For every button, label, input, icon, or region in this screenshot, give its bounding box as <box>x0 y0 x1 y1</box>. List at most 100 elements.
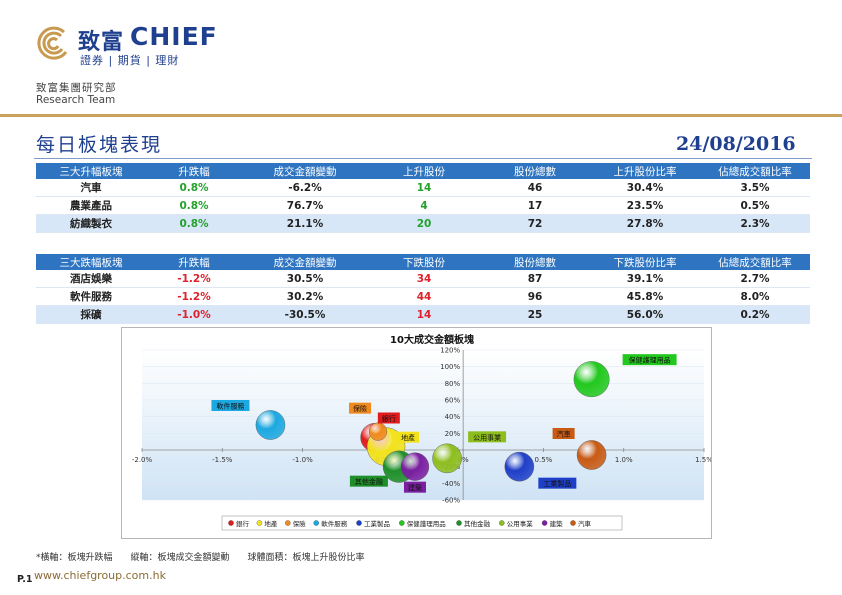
bubble-label-box <box>622 354 677 366</box>
bubble-汽車 <box>576 440 607 470</box>
bubble-保健護理用品 <box>573 361 610 398</box>
legend-marker <box>499 520 505 526</box>
bubble-工業製品 <box>504 451 535 482</box>
y-tick-label: -60% <box>442 497 460 505</box>
legend-item: 銀行 <box>236 519 250 528</box>
header-divider <box>0 114 842 117</box>
legend-item: 汽車 <box>578 519 592 528</box>
rising-ratio: 30.4% <box>590 179 700 197</box>
chart-bubbles <box>255 361 610 483</box>
falling-ratio: 45.8% <box>590 287 700 306</box>
column-header: 上升股份 <box>368 163 480 179</box>
turnover-share: 2.3% <box>700 214 810 233</box>
bubble-label: 其他金融 <box>355 477 383 486</box>
column-header: 三大升幅板塊 <box>36 163 146 179</box>
turnover-share: 8.0% <box>700 287 810 306</box>
sector-name: 農業產品 <box>36 196 146 215</box>
total-count: 72 <box>480 214 590 233</box>
bubble-label-box <box>377 412 400 424</box>
column-header: 上升股份比率 <box>590 163 700 179</box>
department-name-en: Research Team <box>36 94 116 106</box>
bubble-label: 軟件服務 <box>216 402 244 411</box>
x-tick-label: 1.5% <box>695 456 711 464</box>
legend-item: 建築 <box>550 519 564 528</box>
legend-item: 公用事業 <box>507 519 534 528</box>
turnover-change: 30.5% <box>242 270 368 288</box>
column-header: 股份總數 <box>480 254 590 270</box>
bubble-label-box <box>349 475 388 487</box>
y-tick-label: 120% <box>440 347 460 355</box>
legend-marker <box>285 520 291 526</box>
change-pct: 0.8% <box>146 214 242 233</box>
page-title: 每日板塊表現 <box>36 134 163 156</box>
legend-item: 保險 <box>293 519 307 528</box>
bubble-保險 <box>368 422 388 441</box>
bubble-label: 銀行 <box>382 414 396 423</box>
page-number: P.1 <box>17 574 33 585</box>
bubble-label: 地產 <box>401 433 415 442</box>
top-gainers-table: 三大升幅板塊 升跌幅 成交金額變動 上升股份 股份總數 上升股份比率 佔總成交額… <box>36 163 810 233</box>
falling-ratio: 39.1% <box>590 270 700 288</box>
legend-marker <box>399 520 405 526</box>
total-count: 25 <box>480 305 590 324</box>
bubble-label: 建築 <box>408 483 422 492</box>
chart-legend: 銀行 地產 保險 軟件服務 工業製品 保健護理用品 其他金融 公用事業 建築 汽車 <box>221 515 623 531</box>
falling-ratio: 56.0% <box>590 305 700 324</box>
table-header-row: 三大跌幅板塊 升跌幅 成交金額變動 下跌股份 股份總數 下跌股份比率 佔總成交額… <box>36 254 810 270</box>
rising-count: 20 <box>368 214 480 233</box>
sector-name: 酒店娛樂 <box>36 270 146 288</box>
rising-ratio: 23.5% <box>590 196 700 215</box>
column-header: 升跌幅 <box>146 254 242 270</box>
total-count: 96 <box>480 287 590 306</box>
turnover-share: 2.7% <box>700 270 810 288</box>
legend-marker <box>313 520 319 526</box>
legend-item: 工業製品 <box>364 519 390 528</box>
total-count: 46 <box>480 179 590 197</box>
total-count: 17 <box>480 196 590 215</box>
sector-name: 採礦 <box>36 305 146 324</box>
title-divider <box>34 158 812 159</box>
column-header: 佔總成交額比率 <box>700 254 810 270</box>
y-tick-label: -40% <box>442 480 460 488</box>
column-header: 佔總成交額比率 <box>700 163 810 179</box>
legend-item: 軟件服務 <box>321 519 348 528</box>
y-tick-label: 80% <box>445 380 461 388</box>
bubble-label-box <box>552 428 575 439</box>
bubble-label-box <box>397 431 420 443</box>
chart-title: 10大成交金額板塊 <box>390 333 474 346</box>
report-date: 24/08/2016 <box>676 133 796 155</box>
bubble-建築 <box>400 452 430 481</box>
bubble-chart: 10大成交金額板塊 120%100%80%60%40%20%0%-20%-40%… <box>121 327 712 539</box>
change-pct: -1.2% <box>146 287 242 306</box>
rising-count: 4 <box>368 196 480 215</box>
sector-name: 紡織製衣 <box>36 214 146 233</box>
bubble-label-box <box>468 431 507 443</box>
brand-subtitle: 證券 | 期貨 | 理財 <box>80 54 180 67</box>
rising-ratio: 27.8% <box>590 214 700 233</box>
y-tick-label: 60% <box>445 397 461 405</box>
column-header: 三大跌幅板塊 <box>36 254 146 270</box>
y-tick-label: 100% <box>440 363 460 371</box>
turnover-share: 0.2% <box>700 305 810 324</box>
brand-name-en: CHIEF <box>130 22 218 51</box>
table-row: 採礦 -1.0% -30.5% 14 25 56.0% 0.2% <box>36 305 810 324</box>
legend-item: 地產 <box>264 519 278 528</box>
legend-marker <box>356 520 362 526</box>
top-losers-table: 三大跌幅板塊 升跌幅 成交金額變動 下跌股份 股份總數 下跌股份比率 佔總成交額… <box>36 254 810 324</box>
table-row: 農業產品 0.8% 76.7% 4 17 23.5% 0.5% <box>36 196 810 215</box>
department-name-cn: 致富集團研究部 <box>36 82 117 94</box>
legend-marker <box>570 520 576 526</box>
bubble-公用事業 <box>432 443 462 474</box>
bubble-label: 保險 <box>353 404 367 413</box>
column-header: 下跌股份 <box>368 254 480 270</box>
website-link[interactable]: www.chiefgroup.com.hk <box>34 569 166 582</box>
bubble-label-box <box>211 400 250 411</box>
column-header: 成交金額變動 <box>242 163 368 179</box>
table-row: 軟件服務 -1.2% 30.2% 44 96 45.8% 8.0% <box>36 287 810 306</box>
table-row: 酒店娛樂 -1.2% 30.5% 34 87 39.1% 2.7% <box>36 270 810 288</box>
sector-name: 軟件服務 <box>36 287 146 306</box>
rising-count: 14 <box>368 179 480 197</box>
bubble-label-box <box>349 402 372 414</box>
bubble-軟件服務 <box>255 410 286 440</box>
